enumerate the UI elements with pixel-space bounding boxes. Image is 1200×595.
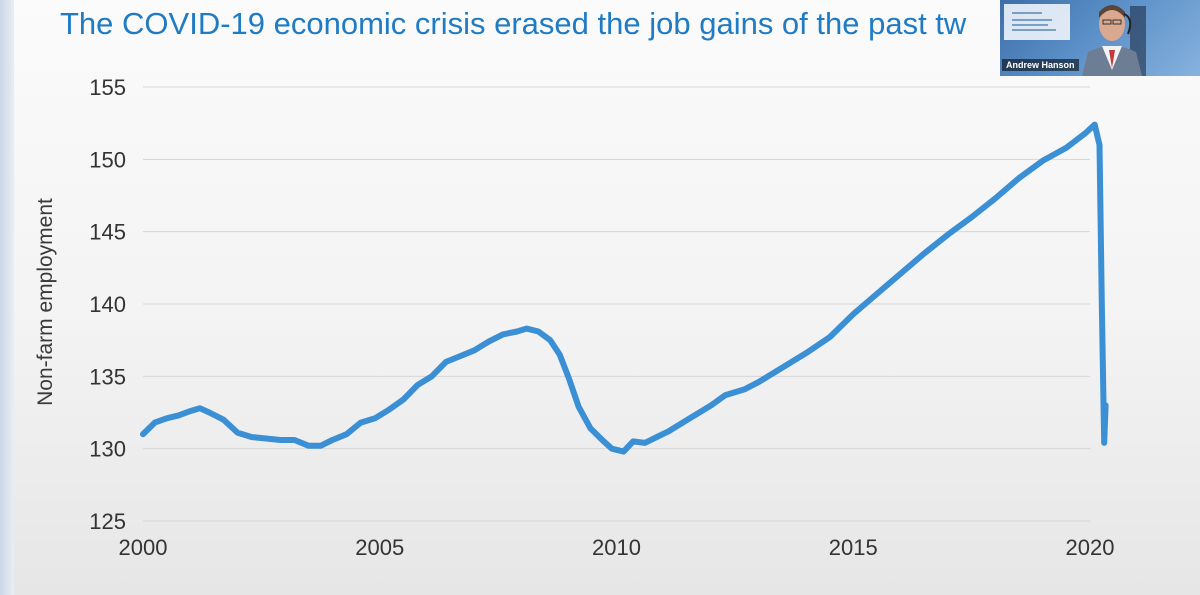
x-tick-label: 2000: [119, 535, 168, 560]
y-tick-label: 125: [89, 509, 126, 534]
y-tick-label: 135: [89, 364, 126, 389]
y-tick-label: 145: [89, 220, 126, 245]
gridlines: [143, 87, 1090, 521]
tick-labels: 125 130 135 140 145 150 155 2000 2005 2010 2015 202…: [89, 75, 1114, 560]
x-tick-label: 2005: [355, 535, 404, 560]
y-tick-label: 155: [89, 75, 126, 100]
employment-series-line: [143, 125, 1106, 452]
x-tick-label: 2010: [592, 535, 641, 560]
presenter-video: [1078, 0, 1146, 76]
y-tick-label: 140: [89, 292, 126, 317]
x-tick-label: 2020: [1066, 535, 1115, 560]
y-tick-label: 130: [89, 437, 126, 462]
y-axis-label: Non-farm employment: [34, 172, 58, 432]
series-layer: [143, 125, 1106, 452]
webcam-thumbnail[interactable]: Andrew Hanson: [1000, 0, 1200, 76]
y-tick-label: 150: [89, 147, 126, 172]
x-tick-label: 2015: [829, 535, 878, 560]
webcam-background-slide: [1004, 4, 1070, 40]
participant-name-label: Andrew Hanson: [1002, 59, 1079, 71]
